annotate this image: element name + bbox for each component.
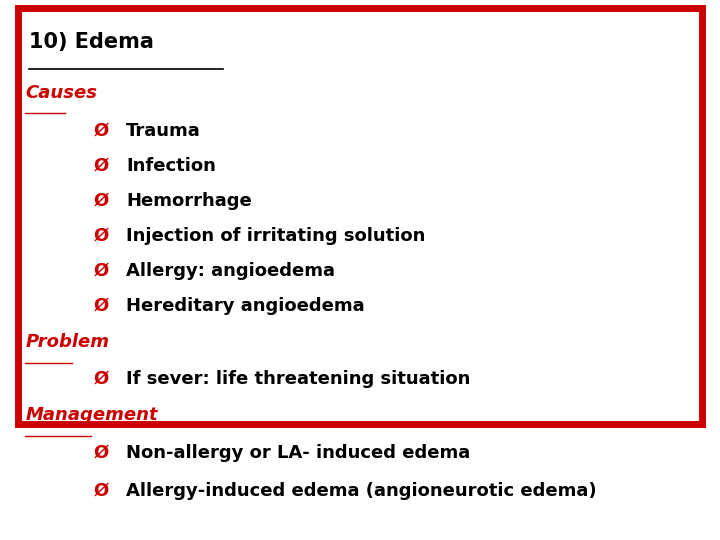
Text: If sever: life threatening situation: If sever: life threatening situation: [126, 370, 470, 388]
Text: Ø: Ø: [94, 157, 109, 174]
Text: Non-allergy or LA- induced edema: Non-allergy or LA- induced edema: [126, 444, 470, 462]
Text: Ø: Ø: [94, 192, 109, 210]
Text: Ø: Ø: [94, 227, 109, 245]
Text: Ø: Ø: [94, 482, 109, 500]
FancyBboxPatch shape: [18, 8, 702, 424]
Text: Infection: Infection: [126, 157, 216, 174]
Text: Problem: Problem: [25, 333, 109, 351]
Text: Allergy: angioedema: Allergy: angioedema: [126, 262, 335, 280]
Text: Ø: Ø: [94, 370, 109, 388]
Text: Hereditary angioedema: Hereditary angioedema: [126, 297, 364, 315]
Text: Injection of irritating solution: Injection of irritating solution: [126, 227, 426, 245]
Text: Ø: Ø: [94, 122, 109, 139]
Text: Ø: Ø: [94, 297, 109, 315]
Text: Ø: Ø: [94, 262, 109, 280]
Text: Trauma: Trauma: [126, 122, 201, 139]
Text: Hemorrhage: Hemorrhage: [126, 192, 252, 210]
Text: Management: Management: [25, 406, 158, 424]
Text: Ø: Ø: [94, 444, 109, 462]
Text: Allergy-induced edema (angioneurotic edema): Allergy-induced edema (angioneurotic ede…: [126, 482, 597, 500]
Text: Causes: Causes: [25, 84, 97, 102]
Text: 10) Edema: 10) Edema: [29, 32, 153, 52]
